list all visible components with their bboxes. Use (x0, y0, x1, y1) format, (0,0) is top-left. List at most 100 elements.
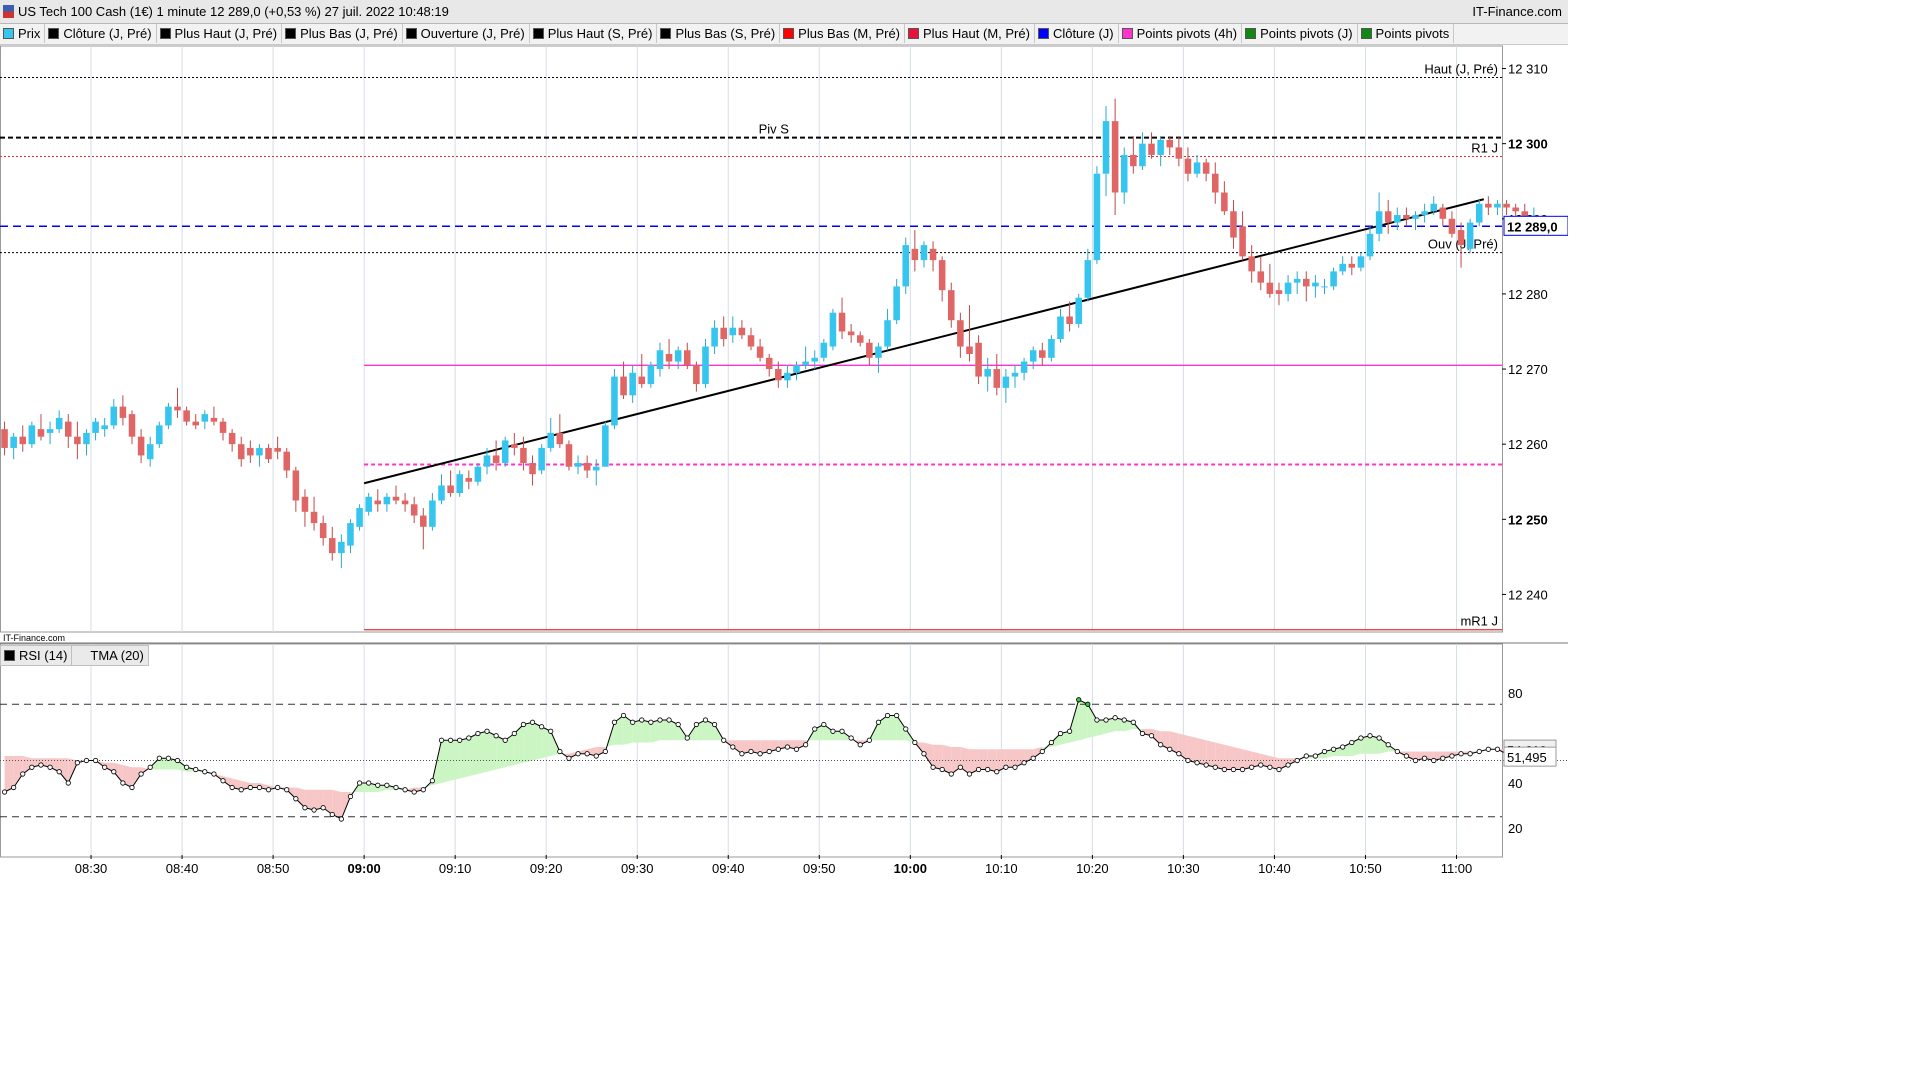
rsi-fill-segment (359, 783, 369, 792)
rsi-point (65, 780, 71, 786)
legend-item[interactable]: Plus Haut (J, Pré) (157, 24, 283, 43)
candle-body (128, 414, 136, 437)
candle-body (438, 485, 445, 501)
candle-body (802, 361, 809, 366)
candle-body (784, 372, 791, 381)
legend-item[interactable]: Plus Bas (S, Pré) (657, 24, 781, 43)
rsi-point (611, 719, 618, 725)
candle-body (793, 365, 800, 373)
legend-item[interactable]: Points pivots (4h) (1119, 24, 1243, 43)
candles-group (1, 98, 1538, 569)
legend-item[interactable]: Points pivots (1358, 24, 1455, 43)
legend-item[interactable]: Plus Haut (S, Pré) (530, 24, 658, 43)
rsi-fill-segment (104, 762, 114, 772)
rsi-legend-item[interactable]: RSI (14) (0, 645, 73, 666)
price-level-label: Haut (J, Pré) (1424, 62, 1498, 77)
candle-body (1175, 147, 1183, 159)
candle (192, 414, 199, 430)
rsi-point (11, 784, 17, 791)
rsi-point (484, 728, 490, 734)
candle-body (328, 538, 336, 554)
rsi-point (1203, 762, 1209, 768)
legend-item[interactable]: Points pivots (J) (1242, 24, 1358, 43)
candle-body (984, 369, 991, 377)
candle-body (1084, 260, 1092, 298)
candle-body (401, 500, 409, 505)
candle-body (1457, 230, 1465, 246)
candle (711, 320, 718, 355)
legend-item[interactable]: Plus Bas (M, Pré) (780, 24, 906, 43)
rsi-point (366, 780, 372, 786)
rsi-fill-segment (969, 749, 979, 774)
rsi-point (1121, 717, 1127, 723)
candle (738, 320, 746, 339)
rsi-point (302, 805, 308, 811)
candle (1312, 275, 1319, 298)
candle-body (884, 320, 891, 347)
candle-body (1020, 361, 1028, 373)
legend-label: Clôture (J) (1052, 26, 1114, 41)
rsi-point (256, 784, 263, 791)
candle (137, 429, 145, 463)
candle (765, 354, 773, 377)
candle-body (1339, 263, 1346, 272)
candle (829, 308, 837, 351)
candle-body (1439, 207, 1447, 219)
legend-item[interactable]: Ouverture (J, Pré) (403, 24, 530, 43)
candle (1075, 293, 1082, 328)
candle (793, 361, 800, 381)
rsi-fill-segment (1360, 735, 1371, 754)
current-price-box (1503, 215, 1568, 236)
candle (338, 534, 345, 569)
candle-body (119, 406, 127, 418)
rsi-point (293, 796, 299, 802)
legend-item[interactable]: Clôture (J) (1035, 24, 1119, 43)
legend-swatch-icon (4, 650, 15, 661)
rsi-point (193, 766, 199, 773)
rsi-point (1167, 746, 1173, 752)
time-axis-label: 10:00 (894, 861, 927, 876)
candle-body (1048, 339, 1055, 358)
rsi-point (657, 717, 663, 723)
rsi-point (675, 721, 681, 728)
candle-body (1066, 316, 1073, 324)
legend-item[interactable]: Clôture (J, Pré) (45, 24, 157, 43)
rsi-fill-segment (177, 760, 187, 772)
rsi-point (493, 733, 499, 739)
candle (365, 493, 372, 516)
candle (538, 444, 545, 475)
candle-body (265, 447, 272, 460)
candle-body (711, 327, 718, 347)
rsi-fill-segment (1078, 699, 1088, 741)
time-axis-label: 10:10 (985, 861, 1018, 876)
brand-name[interactable]: IT-Finance.com (1472, 4, 1562, 19)
candle (1303, 271, 1310, 302)
rsi-point (111, 769, 117, 775)
rsi-fill-segment (468, 733, 478, 777)
rsi-point (584, 751, 590, 757)
legend-item[interactable]: Plus Bas (J, Pré) (282, 24, 403, 43)
candle-body (1448, 218, 1456, 234)
rsi-point (903, 726, 909, 732)
candle (492, 440, 500, 471)
rsi-point (1003, 764, 1009, 770)
rsi-point (539, 724, 545, 730)
rsi-fill-segment (887, 715, 897, 741)
rsi-point (320, 805, 326, 811)
rsi-point (1431, 757, 1437, 764)
candle (1184, 147, 1192, 182)
rsi-point (1176, 751, 1182, 757)
legend-item[interactable]: Prix (0, 24, 46, 43)
rsi-fill-segment (978, 749, 988, 770)
rsi-legend-item[interactable]: TMA (20) (71, 645, 149, 666)
candle-body (574, 462, 582, 467)
rsi-point (930, 764, 936, 770)
candle (465, 470, 473, 490)
rsi-fill-segment (22, 756, 32, 774)
rsi-fill-segment (113, 762, 123, 783)
legend-item[interactable]: Plus Haut (M, Pré) (905, 24, 1035, 43)
rsi-point (1230, 766, 1237, 773)
rsi-point (1294, 757, 1300, 764)
candle-body (620, 376, 627, 396)
